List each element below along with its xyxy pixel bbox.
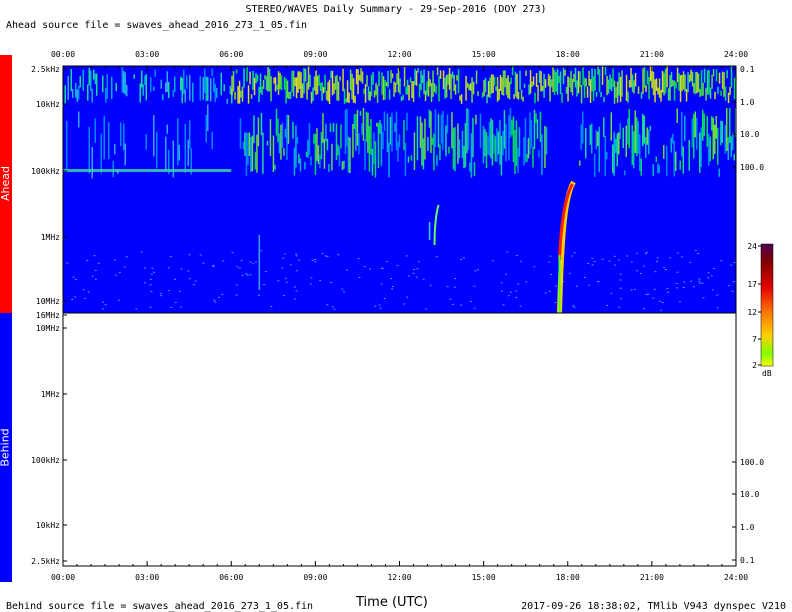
x-axis-label: Time (UTC) <box>356 595 428 610</box>
colorbar-tick-label: 2 <box>752 361 757 370</box>
ahead-source-file: Ahead source file = swaves_ahead_2016_27… <box>6 20 308 31</box>
x-tick-label-top: 15:00 <box>472 50 496 59</box>
ahead-right-label: 0.1 <box>740 65 755 74</box>
behind-frame <box>62 312 737 567</box>
lowfreq-band-late <box>231 66 737 104</box>
colorbar-tick-label: 7 <box>752 335 757 344</box>
behind-freq-label: 100kHz <box>31 456 60 465</box>
ahead-right-label: 10.0 <box>740 130 759 139</box>
sidebar-ahead: Ahead <box>0 55 12 313</box>
x-tick-label-top: 03:00 <box>135 50 159 59</box>
behind-freq-label: 1MHz <box>41 390 60 399</box>
x-tick-label-bottom: 00:00 <box>51 573 75 582</box>
midfreq-band-day <box>239 108 548 178</box>
ahead-freq-label: 10MHz <box>36 297 60 306</box>
x-tick-label-bottom: 12:00 <box>387 573 411 582</box>
behind-right-label: 100.0 <box>740 458 764 467</box>
x-tick-label-top: 12:00 <box>387 50 411 59</box>
colorbar-tick-label: 24 <box>747 242 757 251</box>
x-tick-label-top: 21:00 <box>640 50 664 59</box>
ahead-right-label: 100.0 <box>740 163 764 172</box>
x-tick-label-top: 00:00 <box>51 50 75 59</box>
behind-panel <box>62 312 737 567</box>
colorbar-tick-label: 12 <box>747 308 757 317</box>
midfreq-band-evening <box>579 108 737 177</box>
x-tick-label-bottom: 24:00 <box>724 573 748 582</box>
ahead-right-label: 1.0 <box>740 98 755 107</box>
colorbar-unit: dB <box>762 369 772 378</box>
x-tick-label-bottom: 09:00 <box>303 573 327 582</box>
x-tick-label-top: 18:00 <box>556 50 580 59</box>
ahead-freq-label: 1MHz <box>41 233 60 242</box>
x-tick-label-top: 09:00 <box>303 50 327 59</box>
x-tick-label-bottom: 15:00 <box>472 573 496 582</box>
x-tick-label-bottom: 06:00 <box>219 573 243 582</box>
midfreq-band-early <box>66 104 213 179</box>
behind-right-label: 10.0 <box>740 490 759 499</box>
faint-burst-event <box>428 204 440 246</box>
ahead-panel <box>63 66 737 314</box>
radio-burst-event <box>557 180 576 314</box>
x-tick-label-bottom: 21:00 <box>640 573 664 582</box>
behind-source-file: Behind source file = swaves_ahead_2016_2… <box>6 601 314 612</box>
behind-freq-label: 10kHz <box>36 521 60 530</box>
ahead-freq-label: 100kHz <box>31 167 60 176</box>
ahead-freq-label: 16MHz <box>36 311 60 320</box>
page-title: STEREO/WAVES Daily Summary - 29-Sep-2016… <box>245 4 547 15</box>
highfreq-speckles <box>66 250 736 311</box>
ahead-background <box>63 66 736 313</box>
sidebar-behind: Behind <box>0 313 12 582</box>
colorbar-gradient <box>760 243 774 367</box>
generation-timestamp: 2017-09-26 18:38:02, TMlib V943 dynspec … <box>521 601 786 612</box>
behind-freq-label: 10MHz <box>36 324 60 333</box>
axes: 00:00 00:00 03:00 03:00 06:00 06:00 09:00 09:00… <box>31 50 764 582</box>
x-tick-label-top: 24:00 <box>724 50 748 59</box>
colorbar: 24 17 12 7 2 dB <box>747 242 774 378</box>
lowfreq-band-early <box>64 67 233 104</box>
colorbar-tick-label: 17 <box>747 280 757 289</box>
x-tick-label-bottom: 03:00 <box>135 573 159 582</box>
reference-line-100khz <box>63 169 232 172</box>
behind-right-label: 1.0 <box>740 523 755 532</box>
ahead-freq-label: 10kHz <box>36 100 60 109</box>
behind-freq-label: 2.5kHz <box>31 557 60 566</box>
x-tick-label-bottom: 18:00 <box>556 573 580 582</box>
x-tick-label-top: 06:00 <box>219 50 243 59</box>
behind-right-label: 0.1 <box>740 556 755 565</box>
ahead-freq-label: 2.5kHz <box>31 65 60 74</box>
